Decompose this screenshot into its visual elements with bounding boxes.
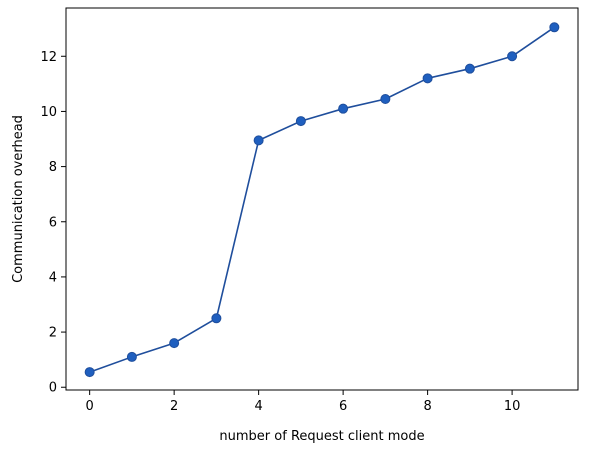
x-tick-label: 10 xyxy=(504,399,521,414)
y-tick-label: 2 xyxy=(49,326,57,341)
data-point xyxy=(464,63,475,74)
x-tick-label: 0 xyxy=(86,399,94,414)
ticks-layer: 0 2 4 6 8 10 0 2 4 6 8 10 12 xyxy=(40,50,520,414)
data-point xyxy=(338,103,349,114)
series-layer xyxy=(84,22,560,378)
y-tick-label: 6 xyxy=(49,215,57,230)
plot-frame xyxy=(65,7,579,391)
data-point xyxy=(126,351,137,362)
data-point xyxy=(211,313,222,324)
y-tick-label: 8 xyxy=(49,160,57,175)
x-tick-label: 8 xyxy=(423,399,431,414)
data-point xyxy=(549,22,560,33)
x-tick-label: 6 xyxy=(339,399,347,414)
data-point xyxy=(295,116,306,127)
data-point xyxy=(380,94,391,105)
data-point xyxy=(169,338,180,349)
data-point xyxy=(507,51,518,62)
y-axis-label: Communication overhead xyxy=(11,115,26,283)
x-tick-label: 4 xyxy=(254,399,262,414)
y-tick-label: 10 xyxy=(40,105,57,120)
x-tick-label: 2 xyxy=(170,399,178,414)
y-tick-label: 4 xyxy=(49,270,57,285)
x-axis-label: number of Request client mode xyxy=(219,429,424,444)
data-point xyxy=(253,135,264,146)
series-line xyxy=(89,26,555,373)
data-point xyxy=(422,73,433,84)
y-tick-label: 12 xyxy=(40,50,57,65)
data-point xyxy=(84,367,95,378)
y-tick-label: 0 xyxy=(49,381,57,396)
